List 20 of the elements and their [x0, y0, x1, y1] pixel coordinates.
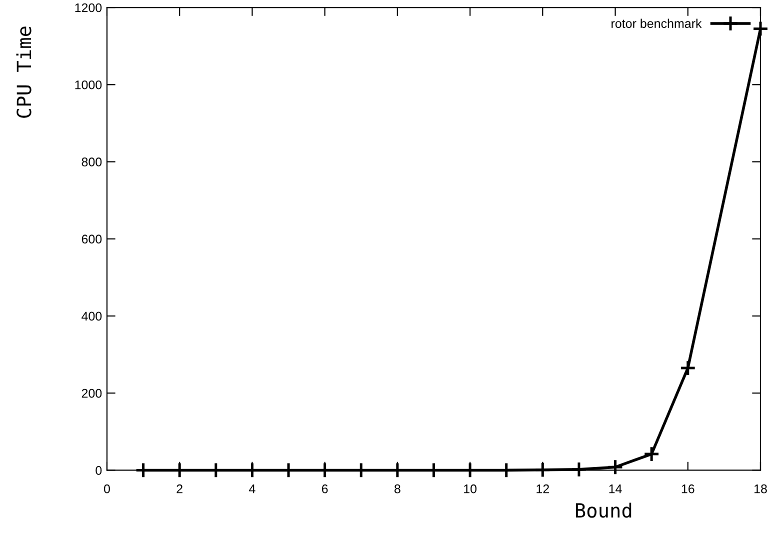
- x-tick-label: 10: [464, 484, 477, 494]
- x-tick-label: 0: [104, 484, 110, 494]
- x-tick-label: 2: [176, 484, 182, 494]
- y-tick-label: 200: [82, 388, 102, 398]
- x-axis-title: Bound: [576, 502, 632, 518]
- x-tick-label: 18: [754, 484, 767, 494]
- y-tick-label: 800: [82, 158, 102, 166]
- y-tick-label: 400: [82, 312, 102, 321]
- x-tick-label: 8: [394, 484, 400, 494]
- x-tick-label: 14: [609, 484, 622, 494]
- y-tick-label: 600: [82, 234, 102, 244]
- y-tick-label: 1000: [75, 80, 102, 90]
- y-axis-title: CPU Time: [16, 26, 32, 118]
- x-tick-label: 12: [536, 484, 549, 494]
- x-tick-label: 16: [682, 484, 694, 494]
- x-tick-label: 4: [249, 484, 256, 494]
- x-tick-label: 6: [322, 484, 328, 494]
- y-tick-label: 0: [96, 466, 102, 475]
- y-tick-label: 1200: [75, 3, 102, 12]
- legend-label: rotor benchmark: [612, 18, 702, 28]
